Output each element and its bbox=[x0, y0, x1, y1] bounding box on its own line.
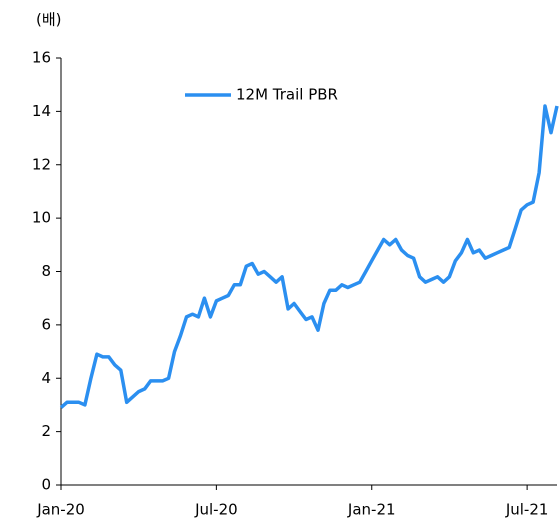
line bbox=[59, 104, 559, 409]
y-tick-label: 10 bbox=[32, 209, 51, 227]
y-tick-label: 16 bbox=[32, 49, 51, 67]
y-tick-label: 8 bbox=[41, 262, 51, 280]
legend-label: 12M Trail PBR bbox=[236, 86, 338, 104]
y-tick-label: 12 bbox=[32, 155, 51, 173]
y-tick-label: 2 bbox=[41, 422, 51, 440]
x-tick-label: Jan-21 bbox=[347, 501, 396, 519]
y-tick-label: 6 bbox=[41, 315, 51, 333]
y-tick-label: 14 bbox=[32, 102, 51, 120]
x-tick-label: Jul-21 bbox=[505, 501, 549, 519]
x-tick-label: Jul-20 bbox=[194, 501, 238, 519]
y-tick-label: 4 bbox=[41, 369, 51, 387]
unit-label: (배) bbox=[36, 11, 62, 29]
x-tick-label: Jan-20 bbox=[36, 501, 85, 519]
y-tick-label: 0 bbox=[41, 476, 51, 494]
